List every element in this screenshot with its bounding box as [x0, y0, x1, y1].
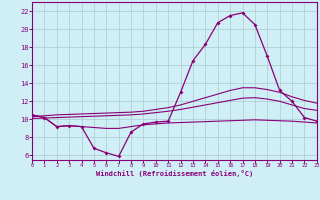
X-axis label: Windchill (Refroidissement éolien,°C): Windchill (Refroidissement éolien,°C)	[96, 170, 253, 177]
